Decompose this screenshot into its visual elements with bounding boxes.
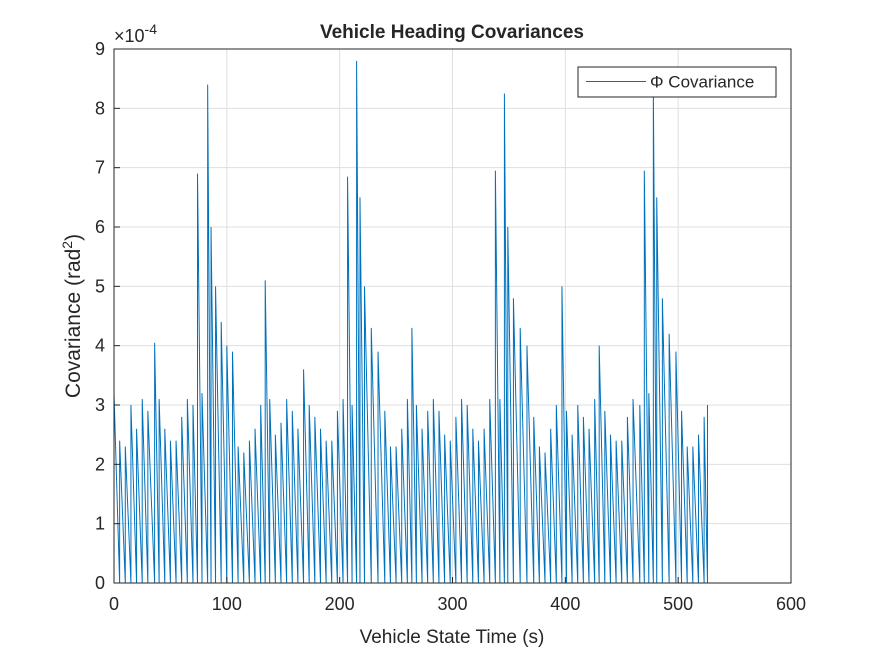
y-tick-label: 2	[95, 454, 105, 474]
y-axis-label: Covariance (rad2)	[59, 234, 85, 398]
y-exponent-base: ×10	[114, 26, 145, 46]
y-tick-label: 7	[95, 158, 105, 178]
y-exponent-power: -4	[145, 21, 158, 37]
x-axis-label: Vehicle State Time (s)	[360, 627, 545, 648]
y-tick-label: 8	[95, 98, 105, 118]
x-tick-label: 200	[325, 594, 355, 614]
y-tick-label: 3	[95, 395, 105, 415]
y-tick-label: 5	[95, 276, 105, 296]
y-tick-label: 1	[95, 514, 105, 534]
x-tick-label: 300	[437, 594, 467, 614]
y-tick-label: 4	[95, 336, 105, 356]
y-label-text: Covariance (rad	[62, 249, 85, 398]
chart-title: Vehicle Heading Covariances	[320, 22, 584, 43]
y-tick-label: 0	[95, 573, 105, 593]
x-tick-label: 0	[109, 594, 119, 614]
x-tick-label: 600	[776, 594, 806, 614]
y-tick-label: 9	[95, 39, 105, 59]
y-label-sup: 2	[59, 241, 75, 249]
x-tick-label: 400	[550, 594, 580, 614]
x-tick-label: 500	[663, 594, 693, 614]
y-exponent: ×10-4	[114, 21, 157, 46]
y-tick-label: 6	[95, 217, 105, 237]
y-label-end: )	[62, 234, 85, 241]
x-tick-label: 100	[212, 594, 242, 614]
legend-label: Φ Covariance	[650, 73, 754, 92]
